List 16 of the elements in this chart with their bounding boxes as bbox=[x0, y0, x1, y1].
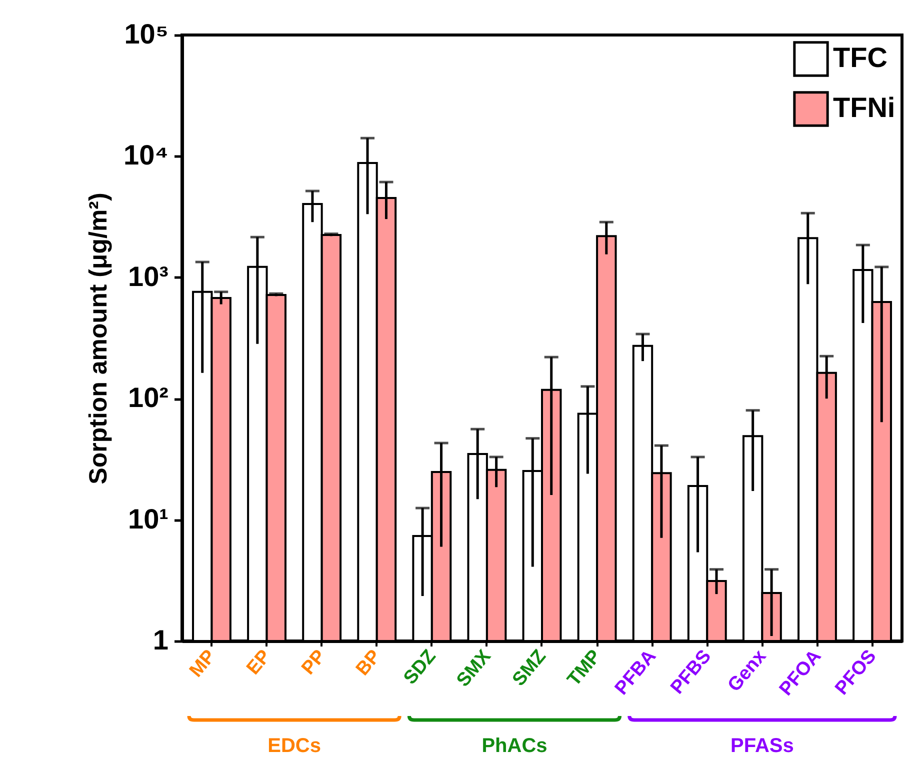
y-tick-label: 10² bbox=[128, 382, 168, 414]
text: EDCs bbox=[268, 735, 321, 757]
x-tick-label: BP bbox=[352, 646, 386, 680]
y-tick-label: 10⁵ bbox=[124, 18, 168, 50]
text: PhACs bbox=[482, 735, 548, 757]
x-tick-label: EP bbox=[242, 646, 276, 679]
y-tick-label: 10⁴ bbox=[124, 140, 168, 171]
text: PFASs bbox=[730, 735, 794, 757]
x-tick-label: PP bbox=[298, 646, 330, 679]
legend-label: TFNi bbox=[833, 92, 896, 123]
legend-label: TFC bbox=[833, 42, 888, 73]
y-tick-label: 10³ bbox=[128, 260, 168, 292]
y-tick-label: 1 bbox=[152, 624, 168, 656]
y-tick-label: 10¹ bbox=[128, 503, 168, 534]
y-axis-title: Sorption amount (μg/m²) bbox=[84, 192, 113, 484]
x-tick-label: MP bbox=[186, 646, 220, 682]
